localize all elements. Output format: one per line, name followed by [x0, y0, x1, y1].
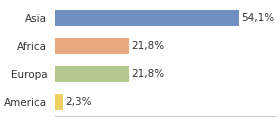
Bar — [55, 66, 129, 82]
Text: 21,8%: 21,8% — [132, 69, 165, 79]
Bar — [55, 94, 63, 110]
Bar — [55, 38, 129, 54]
Text: 21,8%: 21,8% — [132, 41, 165, 51]
Text: 54,1%: 54,1% — [242, 13, 275, 23]
Text: 2,3%: 2,3% — [66, 97, 92, 107]
Bar — [55, 10, 239, 26]
